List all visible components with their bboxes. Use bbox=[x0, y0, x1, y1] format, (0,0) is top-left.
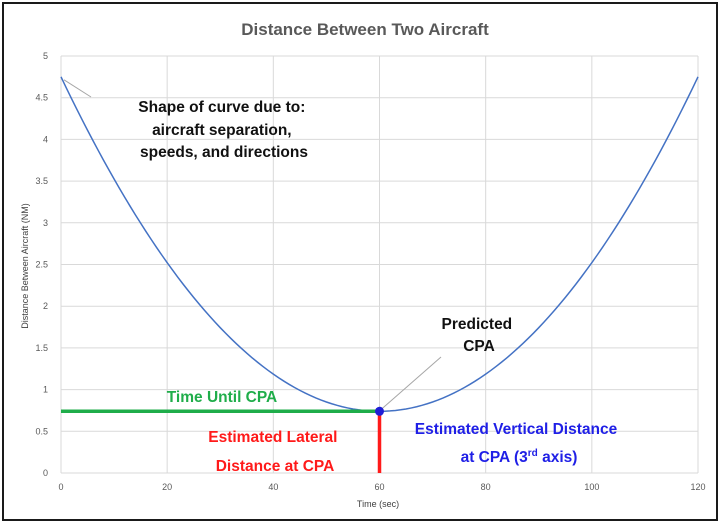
distance-chart: Distance Between Two Aircraft 0 0.5 1 1.5 2 2… bbox=[20, 20, 706, 509]
x-tick-label: 40 bbox=[268, 482, 278, 492]
shape-annotation-line: speeds, and directions bbox=[140, 144, 308, 161]
x-tick-label: 120 bbox=[690, 482, 705, 492]
cpa-annotation-leader bbox=[382, 356, 442, 409]
y-tick-label: 5 bbox=[43, 51, 48, 61]
lateral-distance-line: Estimated Lateral bbox=[208, 429, 337, 446]
x-tick-labels: 0 20 40 60 80 100 120 bbox=[58, 482, 705, 492]
y-tick-label: 1 bbox=[43, 385, 48, 395]
shape-annotation-leader bbox=[63, 79, 92, 98]
shape-annotation-line: aircraft separation, bbox=[152, 122, 292, 139]
predicted-cpa-annotation: Predicted CPA bbox=[442, 316, 517, 355]
lateral-distance-line: Distance at CPA bbox=[216, 458, 335, 475]
y-axis-label: Distance Between Aircraft (NM) bbox=[20, 203, 30, 329]
x-tick-label: 60 bbox=[374, 482, 384, 492]
y-tick-label: 4 bbox=[43, 134, 48, 144]
time-until-cpa-label: Time Until CPA bbox=[167, 389, 278, 406]
vertical-distance-line1: Estimated Vertical Distance bbox=[415, 421, 618, 438]
y-tick-label: 2 bbox=[43, 301, 48, 311]
lateral-distance-annotation: Estimated Lateral Distance at CPA bbox=[208, 429, 342, 475]
y-tick-label: 3.5 bbox=[35, 176, 48, 186]
shape-annotation-line: Shape of curve due to: bbox=[138, 99, 305, 116]
cpa-point bbox=[375, 406, 384, 416]
x-axis-label: Time (sec) bbox=[357, 499, 399, 509]
y-tick-label: 0 bbox=[43, 468, 48, 478]
vertical-distance-annotation-line2: at CPA (3rd axis) bbox=[461, 448, 578, 466]
y-tick-label: 4.5 bbox=[35, 93, 48, 103]
y-tick-labels: 0 0.5 1 1.5 2 2.5 3 3.5 4 4.5 5 bbox=[35, 51, 48, 478]
shape-annotation: Shape of curve due to: aircraft separati… bbox=[138, 99, 309, 161]
y-tick-label: 3 bbox=[43, 218, 48, 228]
y-tick-label: 2.5 bbox=[35, 260, 48, 270]
chart-title: Distance Between Two Aircraft bbox=[241, 20, 489, 39]
x-tick-label: 80 bbox=[481, 482, 491, 492]
x-tick-label: 100 bbox=[584, 482, 599, 492]
y-tick-label: 0.5 bbox=[35, 426, 48, 436]
predicted-cpa-line: CPA bbox=[463, 338, 495, 355]
predicted-cpa-line: Predicted bbox=[442, 316, 513, 333]
vertical-line2-sup: rd bbox=[528, 448, 538, 459]
gridlines bbox=[60, 55, 699, 474]
y-tick-label: 1.5 bbox=[35, 343, 48, 353]
vertical-distance-annotation: Estimated Vertical Distance bbox=[415, 421, 618, 438]
x-tick-label: 0 bbox=[58, 482, 63, 492]
vertical-line2-post: axis) bbox=[538, 449, 578, 466]
x-tick-label: 20 bbox=[162, 482, 172, 492]
vertical-line2-pre: at CPA (3 bbox=[461, 449, 529, 466]
